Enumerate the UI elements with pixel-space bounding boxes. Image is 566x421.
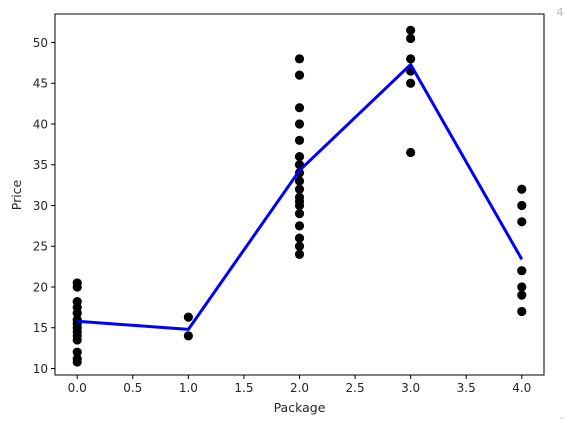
scatter-point-13 (72, 357, 82, 367)
x-axis-label: Package (274, 400, 326, 415)
chart-marks (72, 25, 527, 367)
scatter-point-20 (294, 135, 305, 145)
scatter-point-29 (294, 209, 305, 219)
scatter-point-28 (294, 200, 305, 211)
x-tick-label-1: 0.5 (123, 381, 142, 395)
scatter-point-19 (294, 119, 305, 129)
scatter-point-34 (406, 25, 416, 35)
scatter-point-14 (183, 312, 193, 322)
scatter-point-33 (294, 249, 305, 259)
scatter-point-4 (72, 308, 82, 318)
y-tick-label-6: 40 (33, 117, 48, 131)
scatter-point-24 (294, 176, 305, 186)
scatter-point-45 (517, 290, 527, 300)
y-tick-label-8: 50 (33, 36, 48, 50)
scatter-point-46 (517, 306, 527, 317)
scatter-point-32 (294, 241, 305, 251)
scatter-point-16 (294, 54, 305, 64)
scatter-point-25 (294, 184, 305, 194)
y-axis-label: Price (9, 179, 24, 210)
scatter-point-41 (517, 200, 527, 211)
scatter-point-35 (406, 33, 416, 44)
y-tick-label-5: 35 (33, 158, 48, 172)
y-tick-label-4: 30 (33, 199, 48, 213)
scatter-point-21 (294, 152, 305, 162)
y-tick-label-0: 10 (33, 362, 48, 376)
x-tick-label-2: 1.0 (179, 381, 198, 395)
fit-line (77, 63, 524, 331)
y-tick-label-1: 15 (33, 321, 48, 335)
x-tick-label-4: 2.0 (290, 381, 309, 395)
x-tick-label-7: 3.5 (457, 381, 476, 395)
scatter-point-10 (72, 335, 82, 345)
chart-axes: 0.0 0.5 1.0 1.5 2.0 2.5 3.0 3.5 4.0 10 15 20 25 30 35 4… (33, 36, 532, 395)
scatter-point-1 (72, 282, 82, 292)
scatter-point-43 (517, 266, 527, 276)
x-tick-label-6: 3.0 (401, 381, 420, 395)
x-tick-label-8: 4.0 (512, 381, 531, 395)
y-tick-label-3: 25 (33, 240, 48, 254)
x-tick-label-5: 2.5 (346, 381, 365, 395)
scatter-point-36 (406, 54, 416, 64)
x-tick-label-0: 0.0 (68, 381, 87, 395)
scatter-point-18 (294, 103, 305, 113)
corner-mark-bottom: - (560, 411, 564, 421)
scatter-point-15 (183, 331, 193, 341)
scatter-point-42 (517, 217, 527, 227)
corner-mark-top: 4 (557, 6, 564, 19)
scatter-point-17 (294, 70, 305, 80)
scatter-point-31 (294, 233, 305, 243)
y-tick-label-7: 45 (33, 77, 48, 91)
y-tick-label-2: 20 (33, 280, 48, 294)
scatter-point-11 (72, 347, 82, 357)
scatter-point-44 (517, 282, 527, 292)
x-tick-label-3: 1.5 (234, 381, 253, 395)
scatter-point-30 (294, 221, 305, 231)
scatter-point-40 (517, 184, 527, 194)
scatter-point-38 (406, 78, 416, 88)
scatter-point-39 (406, 147, 416, 158)
